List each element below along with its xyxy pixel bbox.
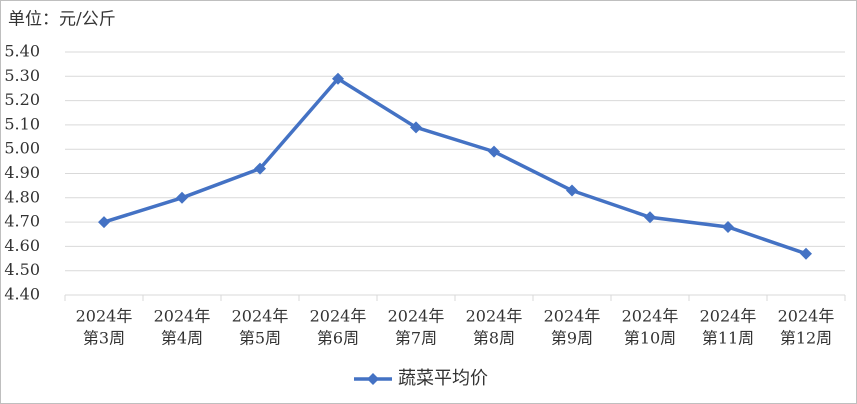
x-tick-label: 2024年 (310, 307, 367, 326)
x-tick-label: 第8周 (473, 329, 515, 348)
x-tick-label: 第9周 (551, 329, 593, 348)
x-tick-label: 第6周 (317, 329, 359, 348)
x-tick-label: 第12周 (780, 329, 832, 348)
unit-label: 单位：元/公斤 (8, 10, 116, 30)
point-marker (488, 145, 500, 158)
y-tick-label: 4.80 (4, 187, 40, 206)
y-tick-label: 5.40 (4, 42, 40, 61)
x-tick-label: 2024年 (622, 307, 679, 326)
series-line (103, 76, 807, 256)
point-marker (98, 216, 110, 229)
x-tick-label: 2024年 (232, 307, 289, 326)
point-marker (566, 184, 578, 197)
y-tick-label: 4.70 (4, 212, 40, 231)
point-marker (332, 72, 344, 85)
point-marker (254, 162, 266, 175)
x-tick-label: 2024年 (76, 307, 133, 326)
y-tick-label: 4.60 (4, 236, 40, 255)
point-marker (800, 247, 812, 260)
y-tick-label: 5.20 (4, 90, 40, 109)
x-tick-label: 2024年 (700, 307, 757, 326)
legend-label: 蔬菜平均价 (398, 368, 488, 389)
y-tick-label: 4.90 (4, 163, 40, 182)
x-tick-label: 2024年 (388, 307, 445, 326)
legend-marker (367, 373, 379, 385)
y-tick-label: 4.50 (4, 260, 40, 279)
x-tick-label: 第11周 (702, 329, 754, 348)
point-marker (410, 121, 422, 134)
point-marker (722, 220, 734, 233)
point-marker (176, 191, 188, 204)
x-tick-label: 第5周 (239, 329, 281, 348)
x-tick-label: 2024年 (778, 307, 835, 326)
x-tick-label: 第7周 (395, 329, 437, 348)
x-tick-label: 第4周 (161, 329, 203, 348)
y-tick-label: 5.30 (4, 66, 40, 85)
y-tick-label: 5.10 (4, 114, 40, 133)
x-tick-label: 第3周 (83, 329, 125, 348)
point-marker (644, 211, 656, 224)
x-tick-label: 2024年 (466, 307, 523, 326)
x-tick-label: 第10周 (624, 329, 676, 348)
y-tick-label: 4.40 (4, 285, 40, 304)
x-tick-label: 2024年 (544, 307, 601, 326)
y-tick-label: 5.00 (4, 139, 40, 158)
x-tick-label: 2024年 (154, 307, 211, 326)
